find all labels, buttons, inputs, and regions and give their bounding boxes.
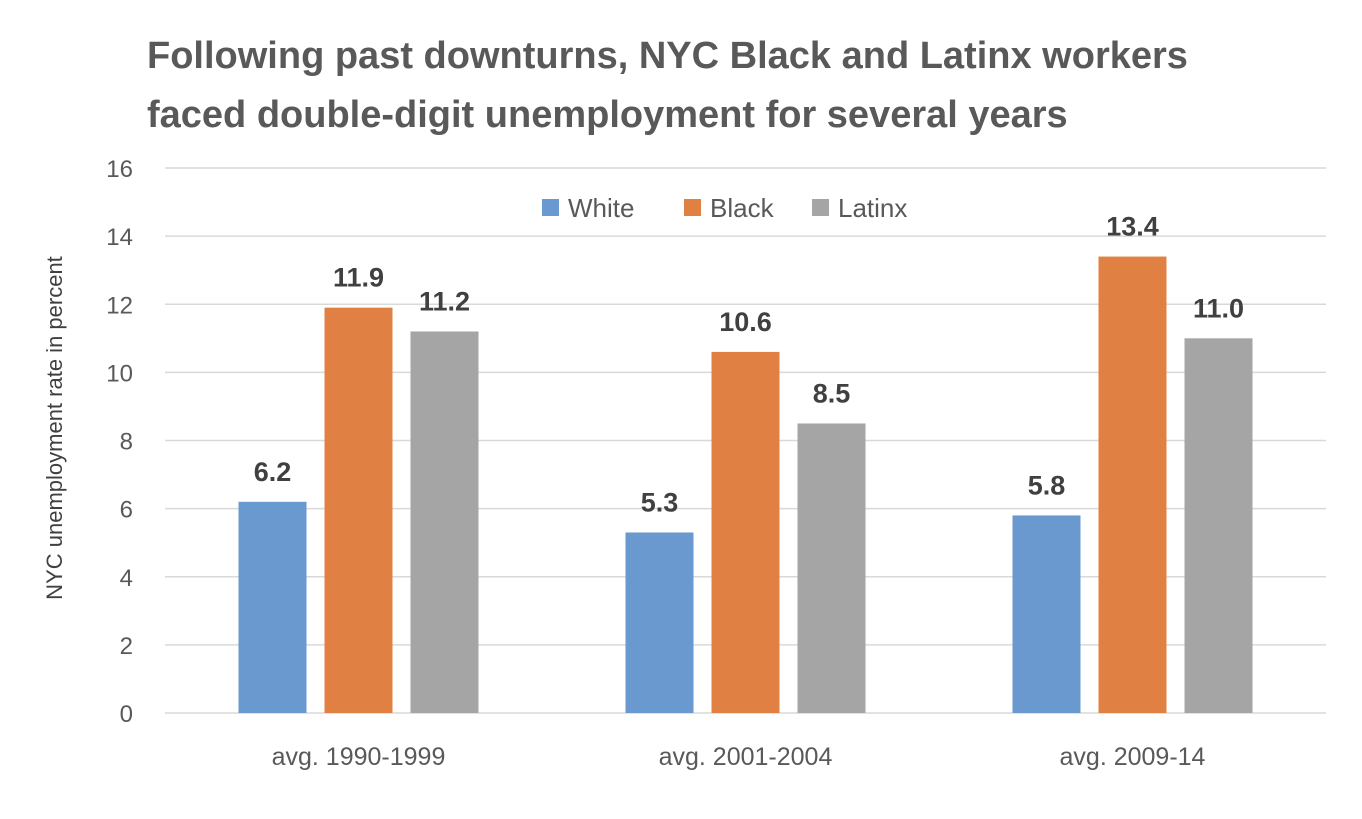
data-label: 13.4: [1106, 212, 1159, 242]
data-label: 11.9: [333, 263, 384, 293]
y-tick-label: 2: [120, 633, 133, 660]
bar-white: [238, 501, 307, 713]
chart-title-line-2: faced double-digit unemployment for seve…: [147, 94, 1068, 136]
data-label: 5.8: [1028, 470, 1066, 500]
y-axis-title: NYC unemployment rate in percent: [42, 256, 67, 600]
legend: White Black Latinx: [542, 193, 907, 223]
data-labels: 6.2 11.9 11.2 5.3 10.6 8.5 5.8 13.4 11.0: [254, 212, 1244, 518]
data-label: 10.6: [719, 307, 772, 337]
data-label: 11.2: [419, 287, 470, 317]
bar-latinx: [797, 423, 866, 713]
legend-swatch-white: [542, 199, 559, 216]
x-axis-categories: avg. 1990-1999 avg. 2001-2004 avg. 2009-14: [272, 743, 1206, 771]
data-label: 5.3: [641, 487, 679, 517]
x-category-label: avg. 1990-1999: [272, 743, 446, 771]
bar-latinx: [410, 331, 479, 713]
bar-black: [1098, 256, 1167, 713]
bars: [238, 256, 1253, 713]
y-axis-ticks: 0 2 4 6 8 10 12 14 16: [106, 156, 133, 728]
bar-black: [711, 351, 780, 713]
bar-white: [625, 532, 694, 713]
y-tick-label: 4: [120, 565, 133, 592]
y-tick-label: 12: [106, 292, 133, 319]
legend-label-latinx: Latinx: [838, 193, 907, 223]
y-tick-label: 10: [106, 360, 133, 387]
legend-swatch-black: [684, 199, 701, 216]
y-tick-label: 0: [120, 701, 133, 728]
legend-swatch-latinx: [812, 199, 829, 216]
y-tick-label: 6: [120, 497, 133, 524]
bar-black: [324, 307, 393, 713]
data-label: 11.0: [1193, 293, 1244, 323]
x-category-label: avg. 2001-2004: [659, 743, 833, 771]
legend-label-white: White: [568, 193, 634, 223]
chart-title-line-1: Following past downturns, NYC Black and …: [147, 35, 1188, 77]
legend-label-black: Black: [710, 193, 775, 223]
bar-white: [1012, 515, 1081, 713]
chart-title: Following past downturns, NYC Black and …: [147, 35, 1188, 136]
bar-latinx: [1184, 338, 1253, 713]
y-tick-label: 8: [120, 429, 133, 456]
x-category-label: avg. 2009-14: [1060, 743, 1206, 771]
y-tick-label: 14: [106, 224, 133, 251]
data-label: 8.5: [813, 378, 851, 408]
data-label: 6.2: [254, 457, 292, 487]
y-tick-label: 16: [106, 156, 133, 183]
